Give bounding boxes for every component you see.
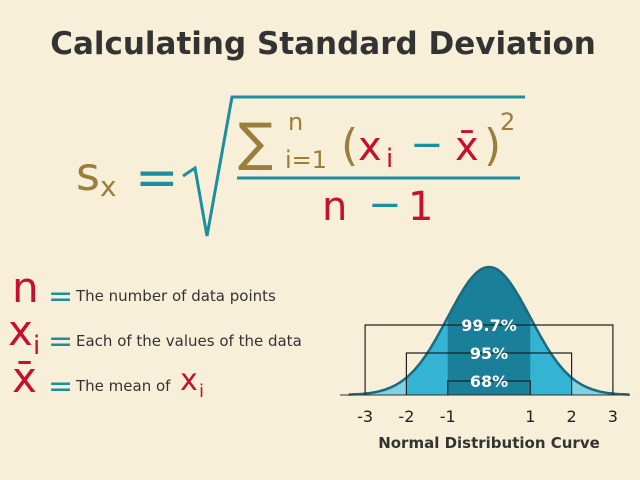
- x-tick-label: -2: [398, 407, 414, 426]
- equals: =: [48, 279, 73, 314]
- open-paren: (: [341, 120, 358, 171]
- close-paren: ): [484, 120, 501, 171]
- definition: Each of the values of the data: [76, 332, 302, 350]
- equals: =: [48, 324, 73, 359]
- formula: s x = ∑ n i=1 ( x i − x̄ ) 2 n − 1: [76, 95, 525, 237]
- x-tick-label: -3: [357, 407, 373, 426]
- text-symbol-sub: i: [199, 381, 204, 402]
- x-tick-label: 3: [608, 407, 618, 426]
- sum-top: n: [288, 108, 303, 136]
- term-sub: i: [386, 144, 393, 174]
- minus: −: [410, 122, 444, 168]
- caption: Normal Distribution Curve: [378, 434, 600, 452]
- term: x: [358, 124, 382, 170]
- x-tick-label: 2: [567, 407, 577, 426]
- power: 2: [500, 108, 515, 136]
- x-tick-label: -1: [440, 407, 456, 426]
- definition: The mean of: [75, 377, 171, 395]
- band-label: 68%: [470, 372, 508, 391]
- lhs-sub: x: [100, 170, 117, 203]
- equals: =: [135, 148, 179, 208]
- symbol-sub: i: [33, 331, 40, 361]
- denominator-one: 1: [408, 184, 433, 230]
- band-bracket: [364, 324, 614, 395]
- symbol: x̄: [12, 353, 37, 402]
- denominator-n: n: [322, 184, 347, 230]
- band-bracket: [447, 380, 531, 395]
- symbol: n: [12, 263, 39, 312]
- x-tick-label: 1: [525, 407, 535, 426]
- sum-sign: ∑: [238, 113, 273, 173]
- band-bracket: [405, 352, 573, 395]
- lhs: s: [76, 147, 100, 201]
- curve-outline: [348, 265, 630, 396]
- normal-distribution: 99.7% 95% 68% -3 -2 -1 1 2 3: [340, 265, 630, 426]
- symbol: x: [8, 306, 33, 355]
- denominator-minus: −: [368, 182, 402, 228]
- text-symbol: x: [180, 363, 198, 398]
- band-label: 99.7%: [461, 316, 517, 335]
- radical: [182, 95, 525, 237]
- equals: =: [48, 369, 73, 404]
- mean: x̄: [455, 124, 479, 170]
- band-label: 95%: [470, 344, 508, 363]
- curve-one-sigma: [447, 267, 531, 395]
- sum-bottom: i=1: [285, 146, 327, 174]
- definition: The number of data points: [75, 287, 276, 305]
- definitions: n = The number of data points x i = Each…: [8, 263, 302, 404]
- title: Calculating Standard Deviation: [50, 26, 596, 62]
